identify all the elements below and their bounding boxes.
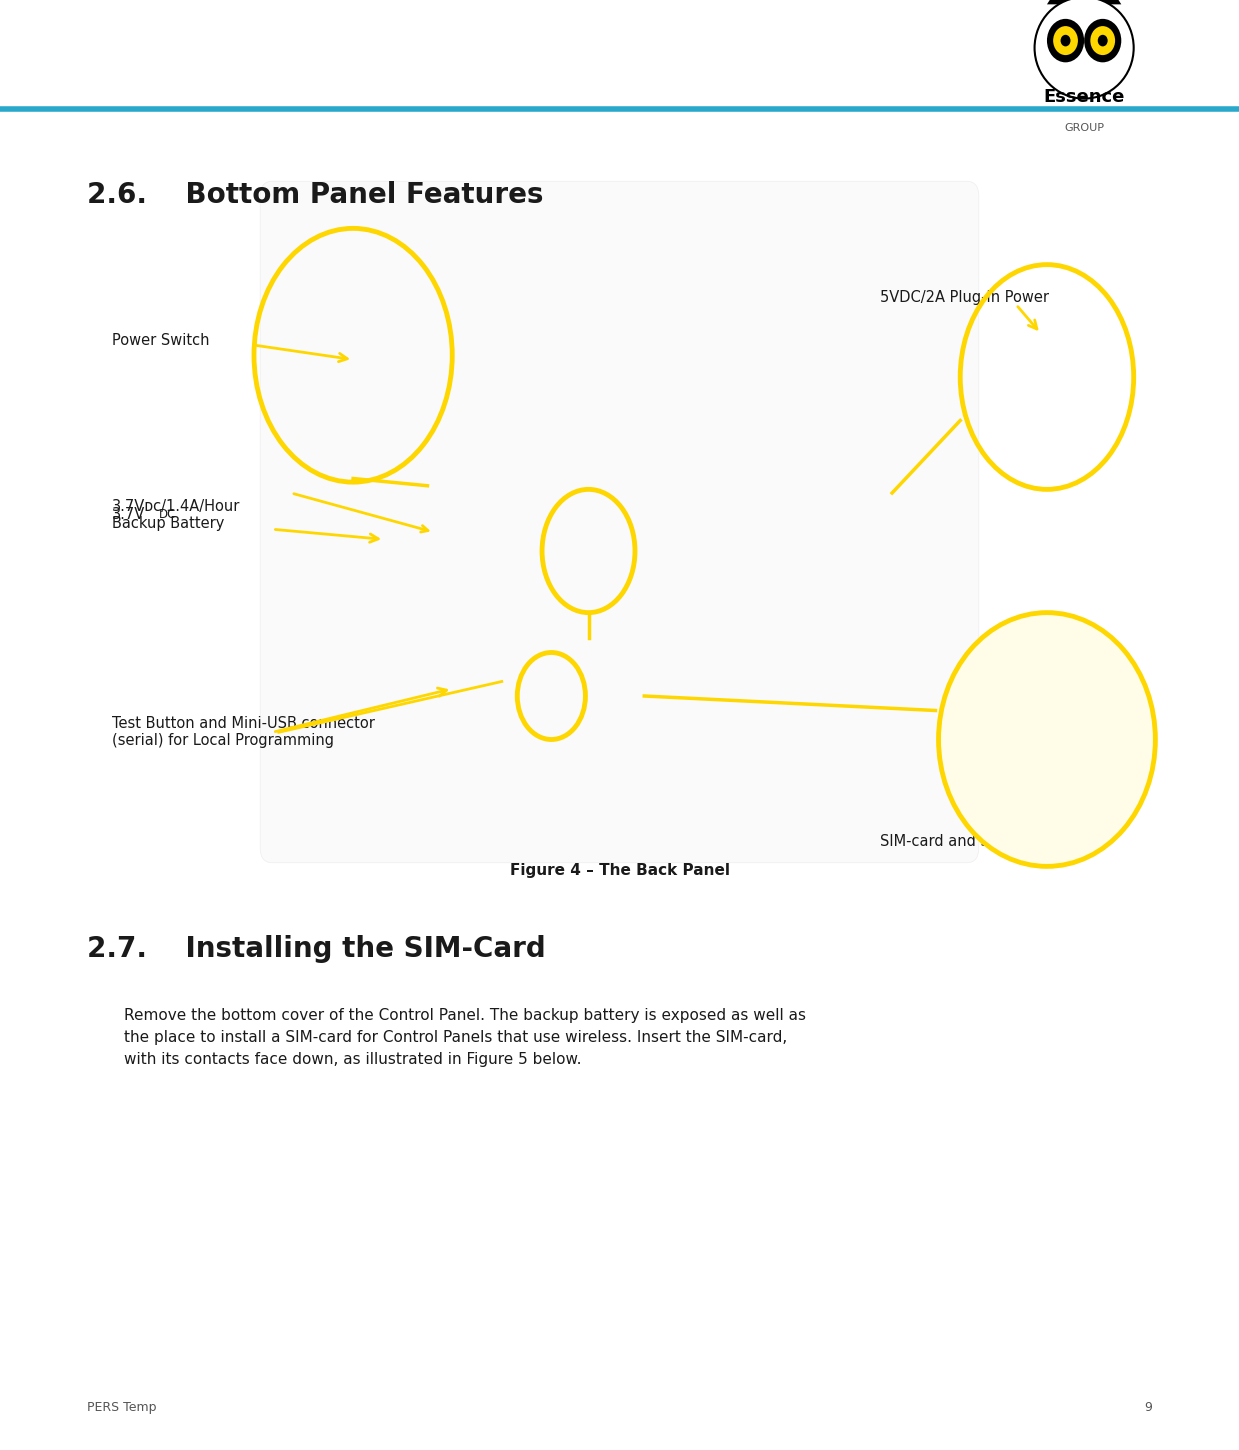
Text: 2.6.    Bottom Panel Features: 2.6. Bottom Panel Features [87, 181, 543, 209]
Text: Remove the bottom cover of the Control Panel. The backup battery is exposed as w: Remove the bottom cover of the Control P… [124, 1008, 805, 1067]
Polygon shape [1047, 0, 1078, 4]
FancyBboxPatch shape [260, 181, 979, 863]
Text: Figure 4 – The Back Panel: Figure 4 – The Back Panel [509, 863, 730, 877]
Text: PERS Temp: PERS Temp [87, 1401, 156, 1414]
Polygon shape [1090, 0, 1121, 4]
Ellipse shape [1035, 0, 1134, 99]
Text: DC: DC [159, 509, 176, 521]
Text: Essence: Essence [1043, 88, 1125, 106]
Circle shape [1098, 35, 1108, 46]
Text: 9: 9 [1145, 1401, 1152, 1414]
Text: SIM-card and Socket: SIM-card and Socket [880, 834, 1030, 848]
Text: 3.7Vᴅᴄ/1.4A/Hour
Backup Battery: 3.7Vᴅᴄ/1.4A/Hour Backup Battery [112, 499, 240, 531]
Text: Power Switch: Power Switch [112, 334, 209, 348]
Text: 2.7.    Installing the SIM-Card: 2.7. Installing the SIM-Card [87, 935, 545, 963]
Circle shape [1053, 26, 1078, 55]
Text: Test Button and Mini-USB connector
(serial) for Local Programming: Test Button and Mini-USB connector (seri… [112, 716, 374, 748]
Text: GROUP: GROUP [1064, 123, 1104, 133]
Circle shape [1061, 35, 1070, 46]
Ellipse shape [938, 613, 1155, 867]
Circle shape [1047, 19, 1084, 62]
Text: 3.7V: 3.7V [112, 507, 145, 522]
Circle shape [1090, 26, 1115, 55]
Text: 5VDC/2A Plug-In Power: 5VDC/2A Plug-In Power [880, 290, 1048, 304]
Circle shape [1084, 19, 1121, 62]
